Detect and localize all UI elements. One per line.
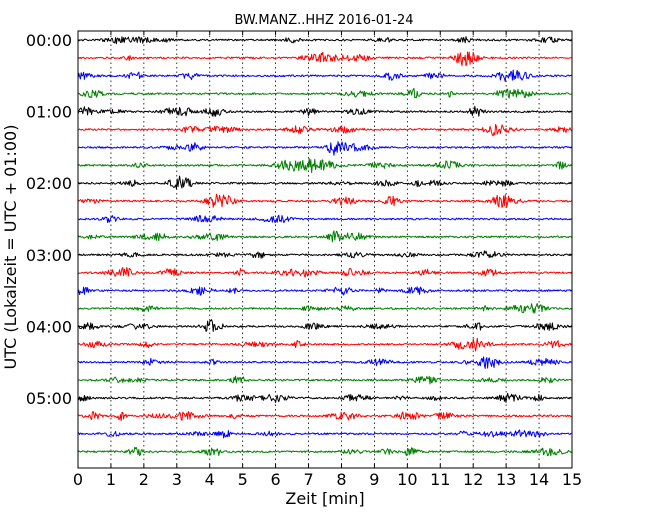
seismic-traces [77,36,573,457]
trace-line [77,175,572,190]
trace-line [77,446,572,457]
x-tick-label: 9 [369,470,379,489]
y-tick-label: 03:00 [26,246,72,265]
chart-title: BW.MANZ..HHZ 2016-01-24 [234,13,413,28]
trace-line [77,230,572,243]
vertical-grid [110,31,540,468]
y-tick-label: 02:00 [26,174,72,193]
trace-line [77,123,573,137]
axis-ticks [77,31,573,468]
x-tick-label: 2 [139,470,149,489]
trace-line [77,69,572,82]
y-tick-label: 05:00 [26,389,72,408]
x-tick-label: 13 [496,470,516,489]
trace-line [77,392,572,403]
trace-line [77,193,572,208]
x-tick-label: 11 [430,470,450,489]
x-tick-label: 3 [172,470,182,489]
x-axis-label: Zeit [min] [285,489,364,508]
x-tick-labels: 0 1 2 3 4 5 6 7 8 9 10 11 12 13 14 15 [73,470,582,489]
trace-line [77,337,573,352]
x-tick-label: 14 [529,470,549,489]
x-tick-label: 5 [238,470,248,489]
x-tick-label: 0 [73,470,83,489]
x-tick-label: 7 [303,470,313,489]
trace-line [77,286,572,296]
trace-line [77,214,572,223]
y-tick-label: 01:00 [26,103,72,122]
trace-line [77,158,572,174]
x-tick-label: 6 [271,470,281,489]
trace-line [77,87,572,99]
trace-line [77,411,572,422]
trace-line [77,141,573,156]
y-tick-label: 04:00 [26,317,72,336]
trace-line [77,105,572,117]
x-tick-label: 15 [562,470,582,489]
y-axis-label: UTC (Lokalzeit = UTC + 01:00) [1,125,20,370]
x-tick-label: 4 [205,470,215,489]
trace-line [77,319,573,332]
trace-line [77,302,572,314]
plot-frame [77,30,573,469]
x-tick-label: 10 [397,470,417,489]
x-tick-label: 12 [463,470,483,489]
trace-line [77,375,572,385]
trace-line [77,356,572,369]
y-tick-label: 00:00 [26,31,72,50]
x-tick-label: 1 [106,470,116,489]
y-tick-labels: 00:00 01:00 02:00 03:00 04:00 05:00 [26,31,72,408]
trace-line [77,429,572,439]
trace-line [77,36,573,45]
x-tick-label: 8 [336,470,346,489]
trace-line [77,267,573,278]
trace-line [77,250,573,259]
trace-line [77,51,572,67]
